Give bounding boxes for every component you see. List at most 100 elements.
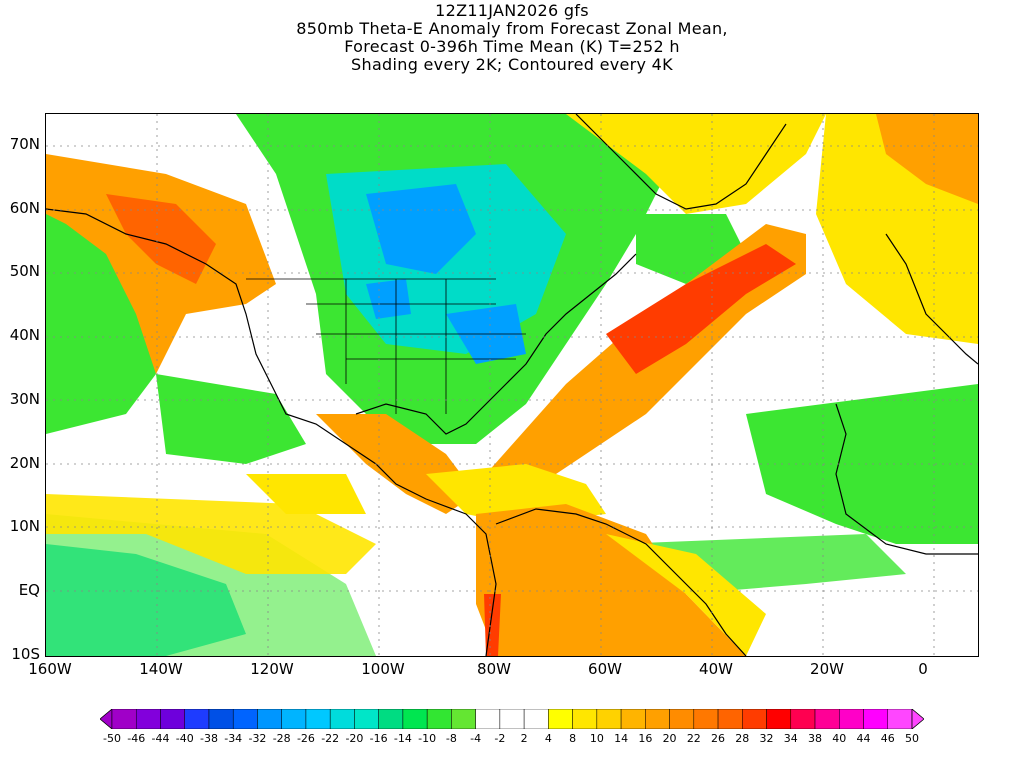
lat-label-70n: 70N [9, 135, 40, 153]
colorbar-swatch [742, 709, 767, 729]
coastlines [46, 114, 978, 656]
colorbar-swatch [717, 709, 743, 729]
lat-label-20n: 20N [9, 454, 40, 472]
lat-label-10n: 10N [9, 517, 40, 535]
colorbar-tick-label: -44 [151, 732, 170, 745]
colorbar-swatch [426, 709, 452, 729]
colorbar-tick-label: 26 [711, 732, 726, 745]
colorbar-tick-label: -14 [393, 732, 412, 745]
colorbar-tick-label: 44 [856, 732, 871, 745]
colorbar-tick-label: 4 [544, 732, 552, 745]
colorbar-swatch [329, 709, 355, 729]
colorbar-swatch [572, 709, 598, 729]
colorbar-tick-label: 8 [569, 732, 577, 745]
colorbar-tick-label: -16 [369, 732, 388, 745]
colorbar-swatch [475, 709, 501, 729]
colorbar-tick-label: 10 [589, 732, 604, 745]
graticule [46, 114, 978, 656]
lat-label-30n: 30N [9, 390, 40, 408]
us-state-borders [246, 278, 526, 414]
colorbar-tick-label: 50 [905, 732, 919, 745]
colorbar-tick-label: -10 [418, 732, 437, 745]
south-america-yellow [606, 534, 766, 656]
lon-label-80w: 80W [477, 660, 511, 678]
colorbar-tick-label: -28 [272, 732, 291, 745]
atlantic-red-core [606, 244, 796, 374]
colorbar-tick-label: -26 [296, 732, 315, 745]
colorbar-swatch [645, 709, 670, 729]
lon-label-20w: 20W [810, 660, 844, 678]
central-pacific-yellow [246, 474, 366, 514]
colorbar-tick-label: 32 [759, 732, 774, 745]
colorbar-swatch [232, 709, 258, 729]
colorbar-swatch [620, 709, 646, 729]
colorbar-tick-label: -2 [494, 732, 506, 745]
colorbar-swatch [523, 709, 549, 729]
colorbar-tick-label: 22 [686, 732, 701, 745]
colorbar-swatch [208, 709, 234, 729]
colorbar-swatch [693, 709, 719, 729]
title-block: 12Z11JAN2026 gfs 850mb Theta-E Anomaly f… [0, 2, 1024, 74]
colorbar-right-arrow [911, 709, 924, 729]
lon-label-0: 0 [918, 660, 928, 678]
colorbar-tick-label: -32 [248, 732, 267, 745]
lat-label-50n: 50N [9, 262, 40, 280]
colorbar-swatch [548, 709, 573, 729]
colorbar [100, 709, 924, 729]
europe-orange-core [876, 114, 978, 204]
colorbar-swatch [766, 709, 792, 729]
colorbar-tick-label: -50 [103, 732, 121, 745]
colorbar-tick-label: 20 [662, 732, 677, 745]
colorbar-tick-label: -38 [199, 732, 218, 745]
colorbar-tick-label: 14 [614, 732, 629, 745]
alaska-red-core [106, 194, 216, 284]
colorbar-tick-label: 2 [520, 732, 528, 745]
colorbar-swatch [669, 709, 695, 729]
lon-label-160w: 160W [28, 660, 72, 678]
east-pacific-green-band [156, 374, 306, 464]
colorbar-swatch [160, 709, 185, 729]
colorbar-swatch [354, 709, 379, 729]
lat-label-10s: 10S [11, 645, 40, 663]
lon-label-100w: 100W [361, 660, 405, 678]
colorbar-swatch [305, 709, 331, 729]
colorbar-swatch [135, 709, 161, 729]
colorbar-swatch [257, 709, 282, 729]
lat-label-eq: EQ [18, 581, 40, 599]
colorbar-swatch [814, 709, 840, 729]
colorbar-tick-label: -40 [175, 732, 194, 745]
lon-label-140w: 140W [139, 660, 183, 678]
colorbar-swatch [596, 709, 622, 729]
title-date-model: 12Z11JAN2026 gfs [435, 1, 589, 20]
title-shading-info: Shading every 2K; Contoured every 4K [351, 55, 673, 74]
lon-label-40w: 40W [699, 660, 733, 678]
colorbar-tick-label: 38 [808, 732, 823, 745]
colorbar-swatch [281, 709, 307, 729]
colorbar-swatch [451, 709, 476, 729]
colorbar-tick-label: 40 [832, 732, 847, 745]
tropical-pacific-green [46, 514, 376, 656]
map-panel[interactable] [45, 113, 979, 657]
pacific-green-region [46, 174, 156, 434]
colorbar-swatch [839, 709, 864, 729]
theta-e-anomaly-map [46, 114, 978, 656]
colorbar-swatch [887, 709, 913, 729]
colorbar-left-arrow [100, 709, 113, 729]
colorbar-tick-label: 46 [880, 732, 895, 745]
canada-blue-core [366, 184, 476, 274]
colorbar-swatch [111, 709, 137, 729]
colorbar-swatch [402, 709, 428, 729]
colorbar-swatch [184, 709, 210, 729]
colorbar-tick-label: 16 [638, 732, 653, 745]
midwest-blue-core [366, 279, 411, 319]
africa-green [746, 384, 978, 544]
lon-label-60w: 60W [588, 660, 622, 678]
colorbar-swatch [863, 709, 889, 729]
title-forecast-period: Forecast 0-396h Time Mean (K) T=252 h [344, 37, 680, 56]
colorbar-tick-label: 34 [783, 732, 798, 745]
colorbar-tick-label: -8 [445, 732, 457, 745]
colorbar-swatch [378, 709, 404, 729]
colorbar-swatch [790, 709, 816, 729]
colorbar-tick-label: 28 [735, 732, 750, 745]
colorbar-tick-label: -4 [470, 732, 482, 745]
